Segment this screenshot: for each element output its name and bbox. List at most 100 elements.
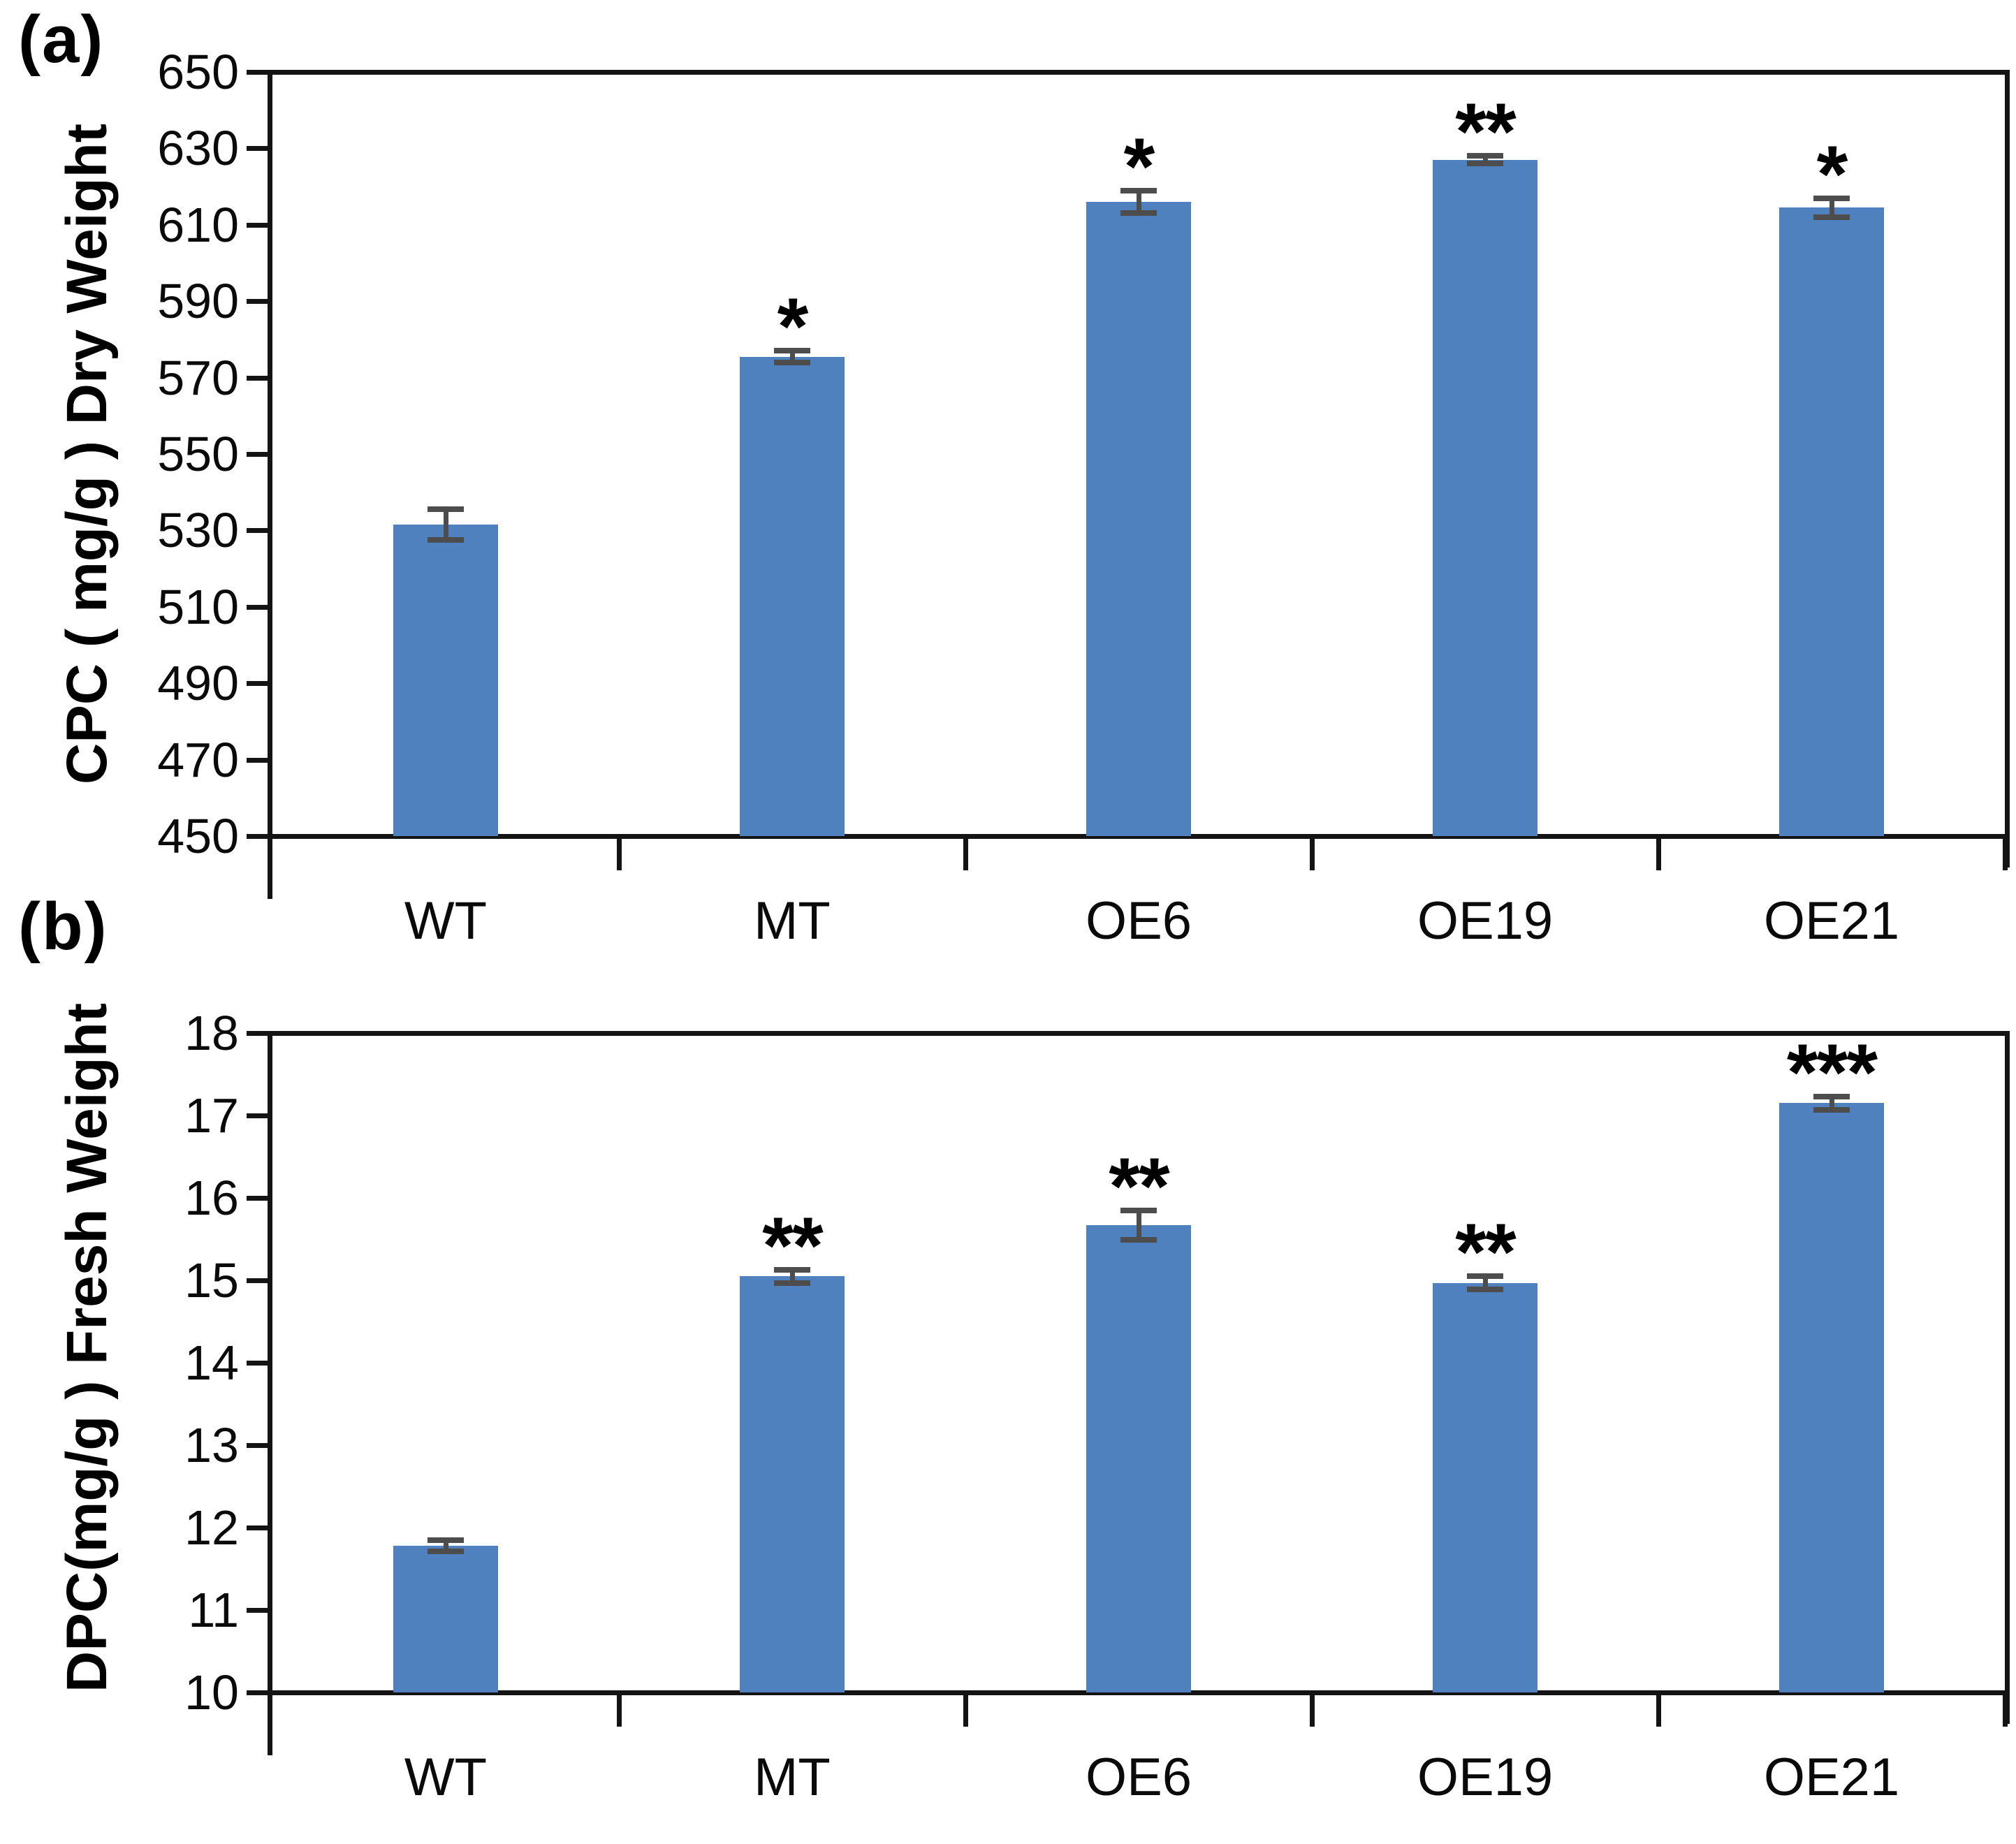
bar-oe19 bbox=[1433, 159, 1537, 836]
y-tick-mark bbox=[247, 1113, 268, 1118]
significance-oe19: ** bbox=[1455, 1208, 1517, 1298]
y-tick-label: 450 bbox=[157, 809, 239, 863]
plot-top-border bbox=[268, 1031, 2010, 1036]
y-tick-label: 650 bbox=[157, 45, 239, 99]
y-tick-label: 510 bbox=[157, 579, 239, 634]
y-axis-line bbox=[268, 1031, 272, 1755]
y-tick-label: 17 bbox=[184, 1088, 239, 1143]
bar-oe19 bbox=[1433, 1282, 1537, 1692]
y-tick-label: 530 bbox=[157, 503, 239, 558]
error-bar-oe6 bbox=[1137, 1210, 1141, 1241]
panel-a-label: (a) bbox=[18, 2, 105, 77]
error-bar-cap-top bbox=[1120, 1207, 1157, 1213]
error-bar-cap-top bbox=[1813, 195, 1850, 201]
error-bar-mt bbox=[790, 351, 795, 363]
significance-mt: ** bbox=[762, 1201, 824, 1291]
x-tick-mark bbox=[2003, 839, 2008, 870]
y-tick-label: 12 bbox=[184, 1500, 239, 1555]
x-axis-line bbox=[268, 834, 2010, 839]
error-bar-cap-bottom bbox=[428, 537, 464, 543]
y-tick-mark bbox=[247, 1608, 268, 1613]
error-bar-cap-bottom bbox=[1120, 1237, 1157, 1243]
y-tick-mark bbox=[247, 1031, 268, 1036]
plot-right-border bbox=[2005, 1031, 2010, 1724]
significance-oe6: * bbox=[1123, 122, 1155, 212]
y-tick-mark bbox=[247, 1443, 268, 1448]
y-tick-mark bbox=[247, 604, 268, 610]
x-tick-mark bbox=[1656, 1695, 1661, 1727]
significance-oe19: ** bbox=[1455, 87, 1517, 177]
y-tick-mark bbox=[247, 834, 268, 839]
y-tick-mark bbox=[247, 1525, 268, 1530]
bar-mt bbox=[740, 356, 845, 836]
x-tick-mark bbox=[1310, 1695, 1315, 1727]
error-bar-cap-bottom bbox=[1813, 214, 1850, 220]
x-tick-mark bbox=[963, 839, 968, 870]
error-bar-oe6 bbox=[1137, 190, 1141, 214]
y-tick-label: 15 bbox=[184, 1253, 239, 1308]
y-axis-line bbox=[268, 70, 272, 899]
bar-oe21 bbox=[1779, 1103, 1884, 1692]
panel-b-label: (b) bbox=[18, 889, 108, 964]
y-tick-label: 590 bbox=[157, 274, 239, 329]
y-tick-mark bbox=[247, 146, 268, 152]
error-bar-cap-bottom bbox=[1120, 210, 1157, 217]
x-category-label-mt: MT bbox=[754, 1748, 831, 1807]
x-category-label-wt: WT bbox=[404, 891, 488, 951]
y-tick-label: 13 bbox=[184, 1418, 239, 1472]
error-bar-cap-bottom bbox=[774, 1280, 810, 1286]
x-category-label-oe21: OE21 bbox=[1763, 891, 1900, 951]
error-bar-cap-top bbox=[428, 506, 464, 513]
y-tick-label: 16 bbox=[184, 1171, 239, 1225]
error-bar-cap-top bbox=[1120, 187, 1157, 193]
significance-oe21: * bbox=[1816, 129, 1848, 219]
y-tick-mark bbox=[247, 70, 268, 75]
x-category-label-oe6: OE6 bbox=[1085, 1748, 1192, 1807]
x-axis-line bbox=[268, 1690, 2010, 1695]
error-bar-wt bbox=[444, 509, 448, 541]
x-tick-mark bbox=[2003, 1695, 2008, 1727]
y-tick-label: 470 bbox=[157, 732, 239, 787]
error-bar-cap-bottom bbox=[1813, 1106, 1850, 1113]
bar-wt bbox=[393, 525, 498, 836]
y-tick-label: 490 bbox=[157, 656, 239, 711]
significance-mt: * bbox=[777, 282, 809, 372]
y-tick-mark bbox=[247, 1361, 268, 1366]
error-bar-cap-top bbox=[428, 1537, 464, 1543]
x-category-label-mt: MT bbox=[754, 891, 831, 951]
y-tick-mark bbox=[247, 757, 268, 763]
y-tick-mark bbox=[247, 452, 268, 457]
error-bar-cap-top bbox=[774, 348, 810, 354]
error-bar-oe19 bbox=[1483, 1276, 1488, 1289]
error-bar-cap-bottom bbox=[1467, 1286, 1503, 1292]
y-tick-mark bbox=[247, 222, 268, 228]
y-tick-label: 18 bbox=[184, 1006, 239, 1060]
bar-oe6 bbox=[1086, 201, 1191, 836]
error-bar-cap-bottom bbox=[428, 1549, 464, 1555]
x-category-label-oe19: OE19 bbox=[1417, 1748, 1554, 1807]
error-bar-cap-top bbox=[1813, 1093, 1850, 1099]
y-tick-mark bbox=[247, 375, 268, 381]
y-tick-label: 10 bbox=[184, 1665, 239, 1720]
y-tick-mark bbox=[247, 1278, 268, 1283]
plot-top-border bbox=[268, 70, 2010, 75]
x-category-label-oe6: OE6 bbox=[1085, 891, 1192, 951]
bar-oe6 bbox=[1086, 1224, 1191, 1692]
y-tick-mark bbox=[247, 681, 268, 687]
error-bar-cap-top bbox=[774, 1266, 810, 1273]
significance-oe21: *** bbox=[1786, 1027, 1878, 1118]
plot-right-border bbox=[2005, 70, 2010, 868]
x-tick-mark bbox=[1656, 839, 1661, 870]
y-tick-label: 14 bbox=[184, 1336, 239, 1390]
y-tick-mark bbox=[247, 528, 268, 534]
y-tick-mark bbox=[247, 1690, 268, 1695]
error-bar-cap-bottom bbox=[1467, 161, 1503, 167]
error-bar-oe21 bbox=[1829, 198, 1834, 217]
y-tick-label: 550 bbox=[157, 427, 239, 481]
x-tick-mark bbox=[617, 839, 622, 870]
y-tick-label: 610 bbox=[157, 197, 239, 252]
y-tick-label: 630 bbox=[157, 121, 239, 176]
error-bar-wt bbox=[444, 1539, 448, 1552]
x-tick-mark bbox=[617, 1695, 622, 1727]
